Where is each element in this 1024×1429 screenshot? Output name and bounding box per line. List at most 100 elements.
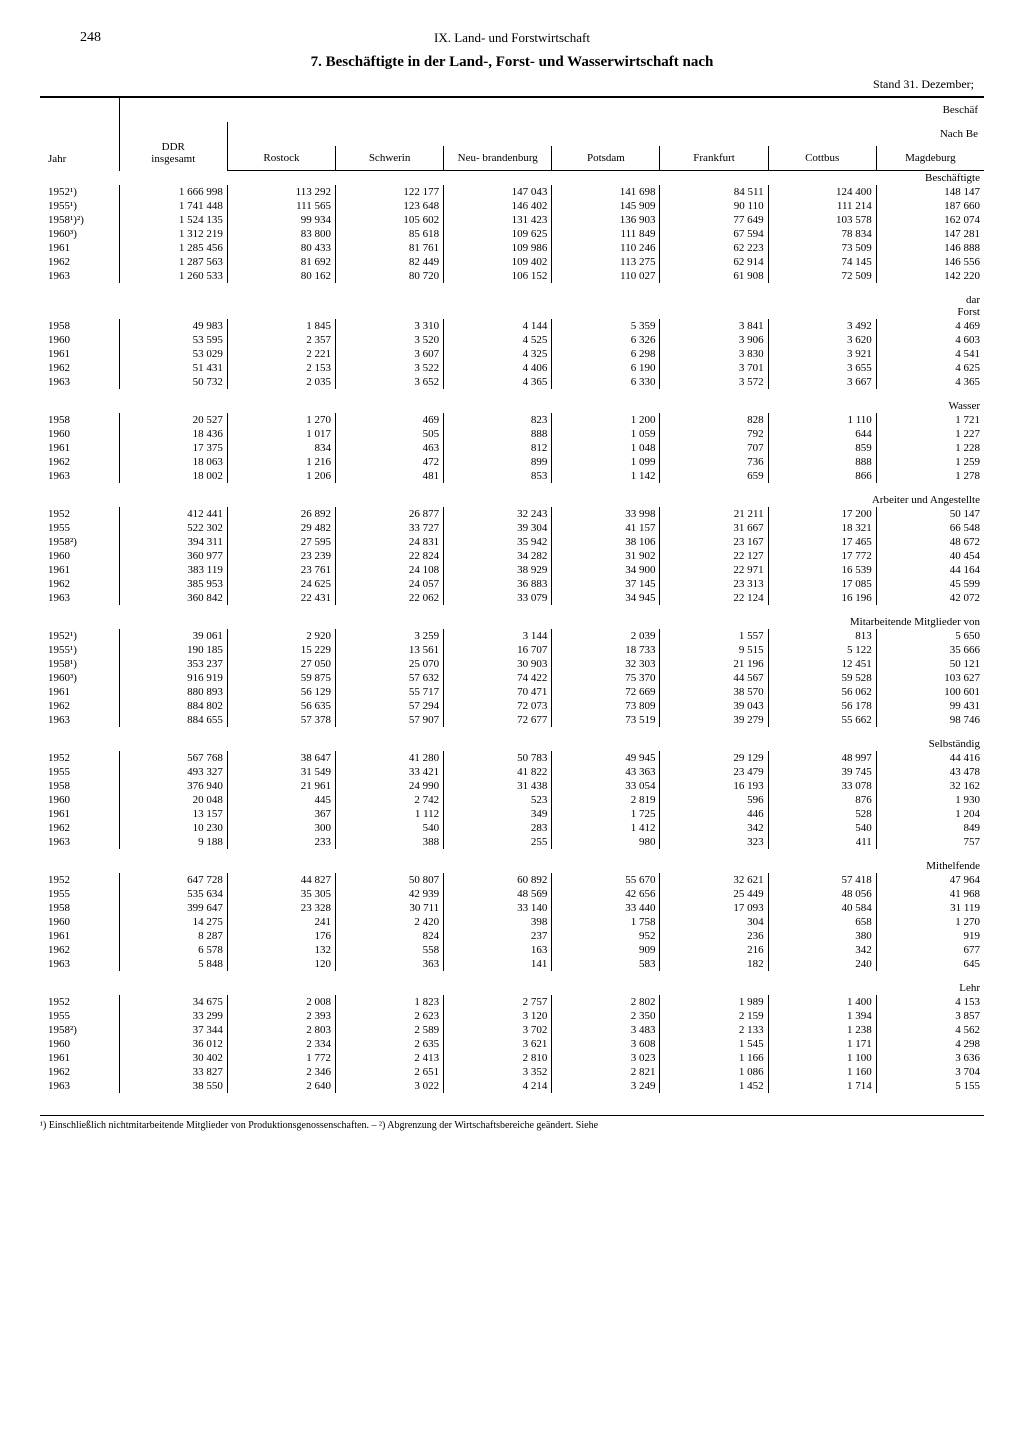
cell-ddr: 30 402 (119, 1051, 227, 1065)
cell-ddr: 190 185 (119, 643, 227, 657)
cell-region: 62 223 (660, 241, 768, 255)
cell-region: 61 908 (660, 269, 768, 283)
table-row: 1963360 84222 43122 06233 07934 94522 12… (40, 591, 984, 605)
cell-region: 445 (227, 793, 335, 807)
table-row: 196053 5952 3573 5204 5256 3263 9063 620… (40, 333, 984, 347)
cell-region: 176 (227, 929, 335, 943)
cell-region: 2 153 (227, 361, 335, 375)
cell-region: 6 326 (552, 333, 660, 347)
cell-region: 146 888 (876, 241, 984, 255)
cell-region: 22 062 (336, 591, 444, 605)
table-row: 1958²)394 31127 59524 83135 94238 10623 … (40, 535, 984, 549)
cell-ddr: 360 842 (119, 591, 227, 605)
cell-region: 4 625 (876, 361, 984, 375)
cell-region: 73 809 (552, 699, 660, 713)
cell-region: 3 701 (660, 361, 768, 375)
cell-region: 90 110 (660, 199, 768, 213)
cell-region: 2 623 (336, 1009, 444, 1023)
cell-region: 21 211 (660, 507, 768, 521)
cell-region: 74 422 (444, 671, 552, 685)
cell-region: 123 648 (336, 199, 444, 213)
cell-region: 111 849 (552, 227, 660, 241)
cell-jahr: 1961 (40, 563, 119, 577)
cell-region: 1 100 (768, 1051, 876, 1065)
cell-region: 75 370 (552, 671, 660, 685)
cell-jahr: 1960 (40, 793, 119, 807)
cell-region: 1 772 (227, 1051, 335, 1065)
cell-region: 22 124 (660, 591, 768, 605)
cell-region: 33 079 (444, 591, 552, 605)
cell-ddr: 18 436 (119, 427, 227, 441)
table-row: 1962385 95324 62524 05736 88337 14523 31… (40, 577, 984, 591)
cell-region: 1 278 (876, 469, 984, 483)
cell-jahr: 1958 (40, 319, 119, 333)
cell-jahr: 1963 (40, 375, 119, 389)
cell-region: 3 607 (336, 347, 444, 361)
footnote: ¹) Einschließlich nichtmitarbeitende Mit… (40, 1115, 984, 1131)
cell-region: 792 (660, 427, 768, 441)
table-row: 1958¹)²)1 524 13599 934105 602131 423136… (40, 213, 984, 227)
col-jahr: Jahr (40, 97, 119, 171)
cell-region: 4 365 (444, 375, 552, 389)
cell-region: 2 589 (336, 1023, 444, 1037)
cell-region: 2 413 (336, 1051, 444, 1065)
cell-region: 99 431 (876, 699, 984, 713)
cell-region: 33 998 (552, 507, 660, 521)
cell-region: 1 725 (552, 807, 660, 821)
cell-region: 50 147 (876, 507, 984, 521)
cell-region: 812 (444, 441, 552, 455)
cell-ddr: 36 012 (119, 1037, 227, 1051)
cell-region: 558 (336, 943, 444, 957)
cell-jahr: 1958 (40, 413, 119, 427)
cell-region: 109 986 (444, 241, 552, 255)
cell-ddr: 33 299 (119, 1009, 227, 1023)
cell-region: 103 578 (768, 213, 876, 227)
cell-ddr: 1 260 533 (119, 269, 227, 283)
cell-jahr: 1962 (40, 699, 119, 713)
cell-region: 22 971 (660, 563, 768, 577)
cell-region: 237 (444, 929, 552, 943)
cell-ddr: 20 527 (119, 413, 227, 427)
cell-region: 1 142 (552, 469, 660, 483)
header-beschaf: Beschäf (119, 97, 984, 122)
cell-region: 26 877 (336, 507, 444, 521)
cell-region: 147 043 (444, 185, 552, 199)
cell-jahr: 1961 (40, 929, 119, 943)
cell-region: 3 704 (876, 1065, 984, 1079)
cell-region: 523 (444, 793, 552, 807)
section-label: Mitarbeitende Mitglieder von (40, 615, 984, 629)
cell-region: 42 939 (336, 887, 444, 901)
cell-ddr: 39 061 (119, 629, 227, 643)
cell-region: 3 483 (552, 1023, 660, 1037)
cell-region: 37 145 (552, 577, 660, 591)
cell-region: 1 238 (768, 1023, 876, 1037)
cell-region: 29 129 (660, 751, 768, 765)
cell-jahr: 1952¹) (40, 185, 119, 199)
cell-ddr: 880 893 (119, 685, 227, 699)
cell-region: 888 (768, 455, 876, 469)
cell-region: 876 (768, 793, 876, 807)
section-label: Mithelfende (40, 859, 984, 873)
cell-region: 34 282 (444, 549, 552, 563)
cell-region: 39 745 (768, 765, 876, 779)
cell-region: 659 (660, 469, 768, 483)
cell-region: 23 167 (660, 535, 768, 549)
cell-region: 644 (768, 427, 876, 441)
cell-region: 42 072 (876, 591, 984, 605)
cell-region: 43 478 (876, 765, 984, 779)
cell-ddr: 916 919 (119, 671, 227, 685)
cell-region: 2 035 (227, 375, 335, 389)
cell-region: 240 (768, 957, 876, 971)
cell-ddr: 49 983 (119, 319, 227, 333)
cell-region: 233 (227, 835, 335, 849)
cell-region: 32 303 (552, 657, 660, 671)
cell-region: 31 902 (552, 549, 660, 563)
cell-region: 446 (660, 807, 768, 821)
cell-region: 41 280 (336, 751, 444, 765)
cell-region: 3 492 (768, 319, 876, 333)
table-row: 196130 4021 7722 4132 8103 0231 1661 100… (40, 1051, 984, 1065)
cell-region: 148 147 (876, 185, 984, 199)
cell-ddr: 1 741 448 (119, 199, 227, 213)
cell-region: 834 (227, 441, 335, 455)
cell-region: 2 350 (552, 1009, 660, 1023)
